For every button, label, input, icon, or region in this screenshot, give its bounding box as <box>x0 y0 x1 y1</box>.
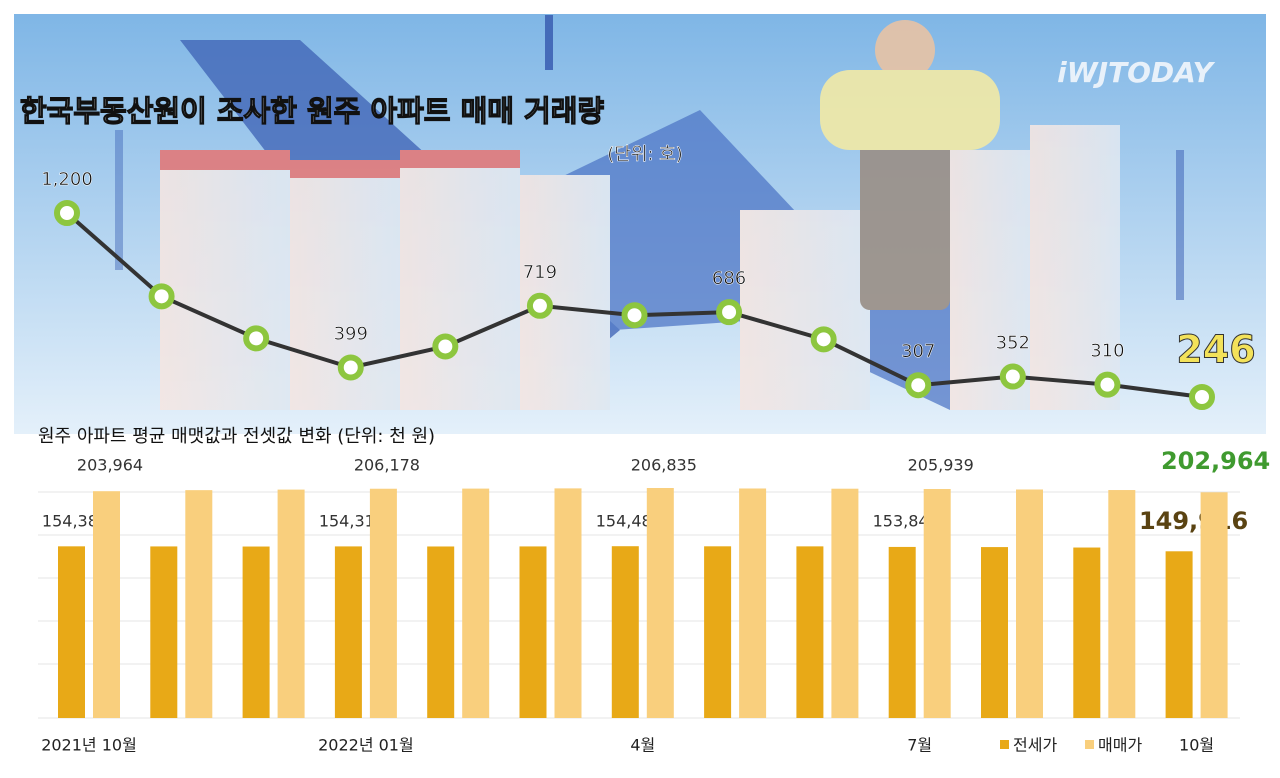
watermark: iWJTODAY <box>1057 56 1216 89</box>
bar <box>93 491 120 718</box>
bar <box>923 488 951 718</box>
line-marker <box>905 372 932 399</box>
bar <box>1108 490 1136 718</box>
x-tick-label: 7월 <box>907 736 932 755</box>
line-marker <box>337 354 364 381</box>
data-label: 310 <box>1090 341 1124 362</box>
data-label: 307 <box>901 341 935 362</box>
line-marker <box>999 363 1026 390</box>
x-tick-label: 2022년 01월 <box>318 736 414 755</box>
bar <box>611 546 639 718</box>
line-marker <box>810 326 837 353</box>
line-marker <box>526 292 553 319</box>
data-label: 246 <box>1176 328 1255 372</box>
bar <box>1200 492 1228 718</box>
data-label: 1,200 <box>41 169 93 190</box>
data-label: 154,381 <box>42 512 108 531</box>
bar <box>427 546 455 718</box>
line-marker <box>432 333 459 360</box>
data-label: 203,964 <box>77 456 143 475</box>
line-marker <box>148 283 175 310</box>
data-label: 206,178 <box>354 456 420 475</box>
bar <box>1165 551 1193 718</box>
bar <box>1073 547 1101 718</box>
bar <box>58 546 85 718</box>
data-label: 206,835 <box>631 456 697 475</box>
data-label: 352 <box>996 333 1030 354</box>
bar <box>334 546 362 718</box>
x-tick-label: 10월 <box>1179 736 1214 755</box>
decoration <box>115 15 1184 410</box>
bar <box>739 488 767 718</box>
bar <box>277 489 305 718</box>
bar <box>185 490 213 718</box>
data-label: 202,964 <box>1161 447 1270 475</box>
bar <box>242 546 270 718</box>
line-marker <box>1094 371 1121 398</box>
legend-swatch <box>1000 740 1009 749</box>
line-marker <box>716 299 743 326</box>
bar <box>796 546 824 718</box>
line-marker <box>54 200 80 226</box>
data-label: 154,488 <box>596 512 662 531</box>
legend-label: 매매가 <box>1098 736 1142 755</box>
bar <box>554 488 582 718</box>
data-label: 154,318 <box>319 512 385 531</box>
line-title: 한국부동산원이 조사한 원주 아파트 매매 거래량 <box>20 94 604 128</box>
data-label: 149,916 <box>1139 507 1248 535</box>
data-label: 153,843 <box>873 512 939 531</box>
data-label: 399 <box>334 323 368 344</box>
line-marker <box>1189 384 1215 410</box>
bar <box>519 546 547 718</box>
line-marker <box>621 302 648 329</box>
bar <box>369 488 397 718</box>
bar <box>888 546 916 718</box>
bar <box>646 488 674 718</box>
data-label: 719 <box>523 262 557 283</box>
bar <box>981 547 1008 718</box>
legend-label: 전세가 <box>1013 736 1057 755</box>
bar <box>704 546 732 718</box>
x-tick-label: 2021년 10월 <box>41 736 137 755</box>
bar <box>1016 489 1043 718</box>
x-tick-label: 4월 <box>630 736 655 755</box>
line-subtitle: (단위: 호) <box>607 144 683 165</box>
line-marker <box>243 325 270 352</box>
bar <box>150 546 178 718</box>
bar <box>462 488 490 718</box>
data-label: 205,939 <box>908 456 974 475</box>
bar <box>831 488 859 718</box>
bar-title: 원주 아파트 평균 매맷값과 전셋값 변화 (단위: 천 원) <box>38 426 435 447</box>
data-label: 686 <box>712 268 746 289</box>
legend-swatch <box>1085 740 1094 749</box>
